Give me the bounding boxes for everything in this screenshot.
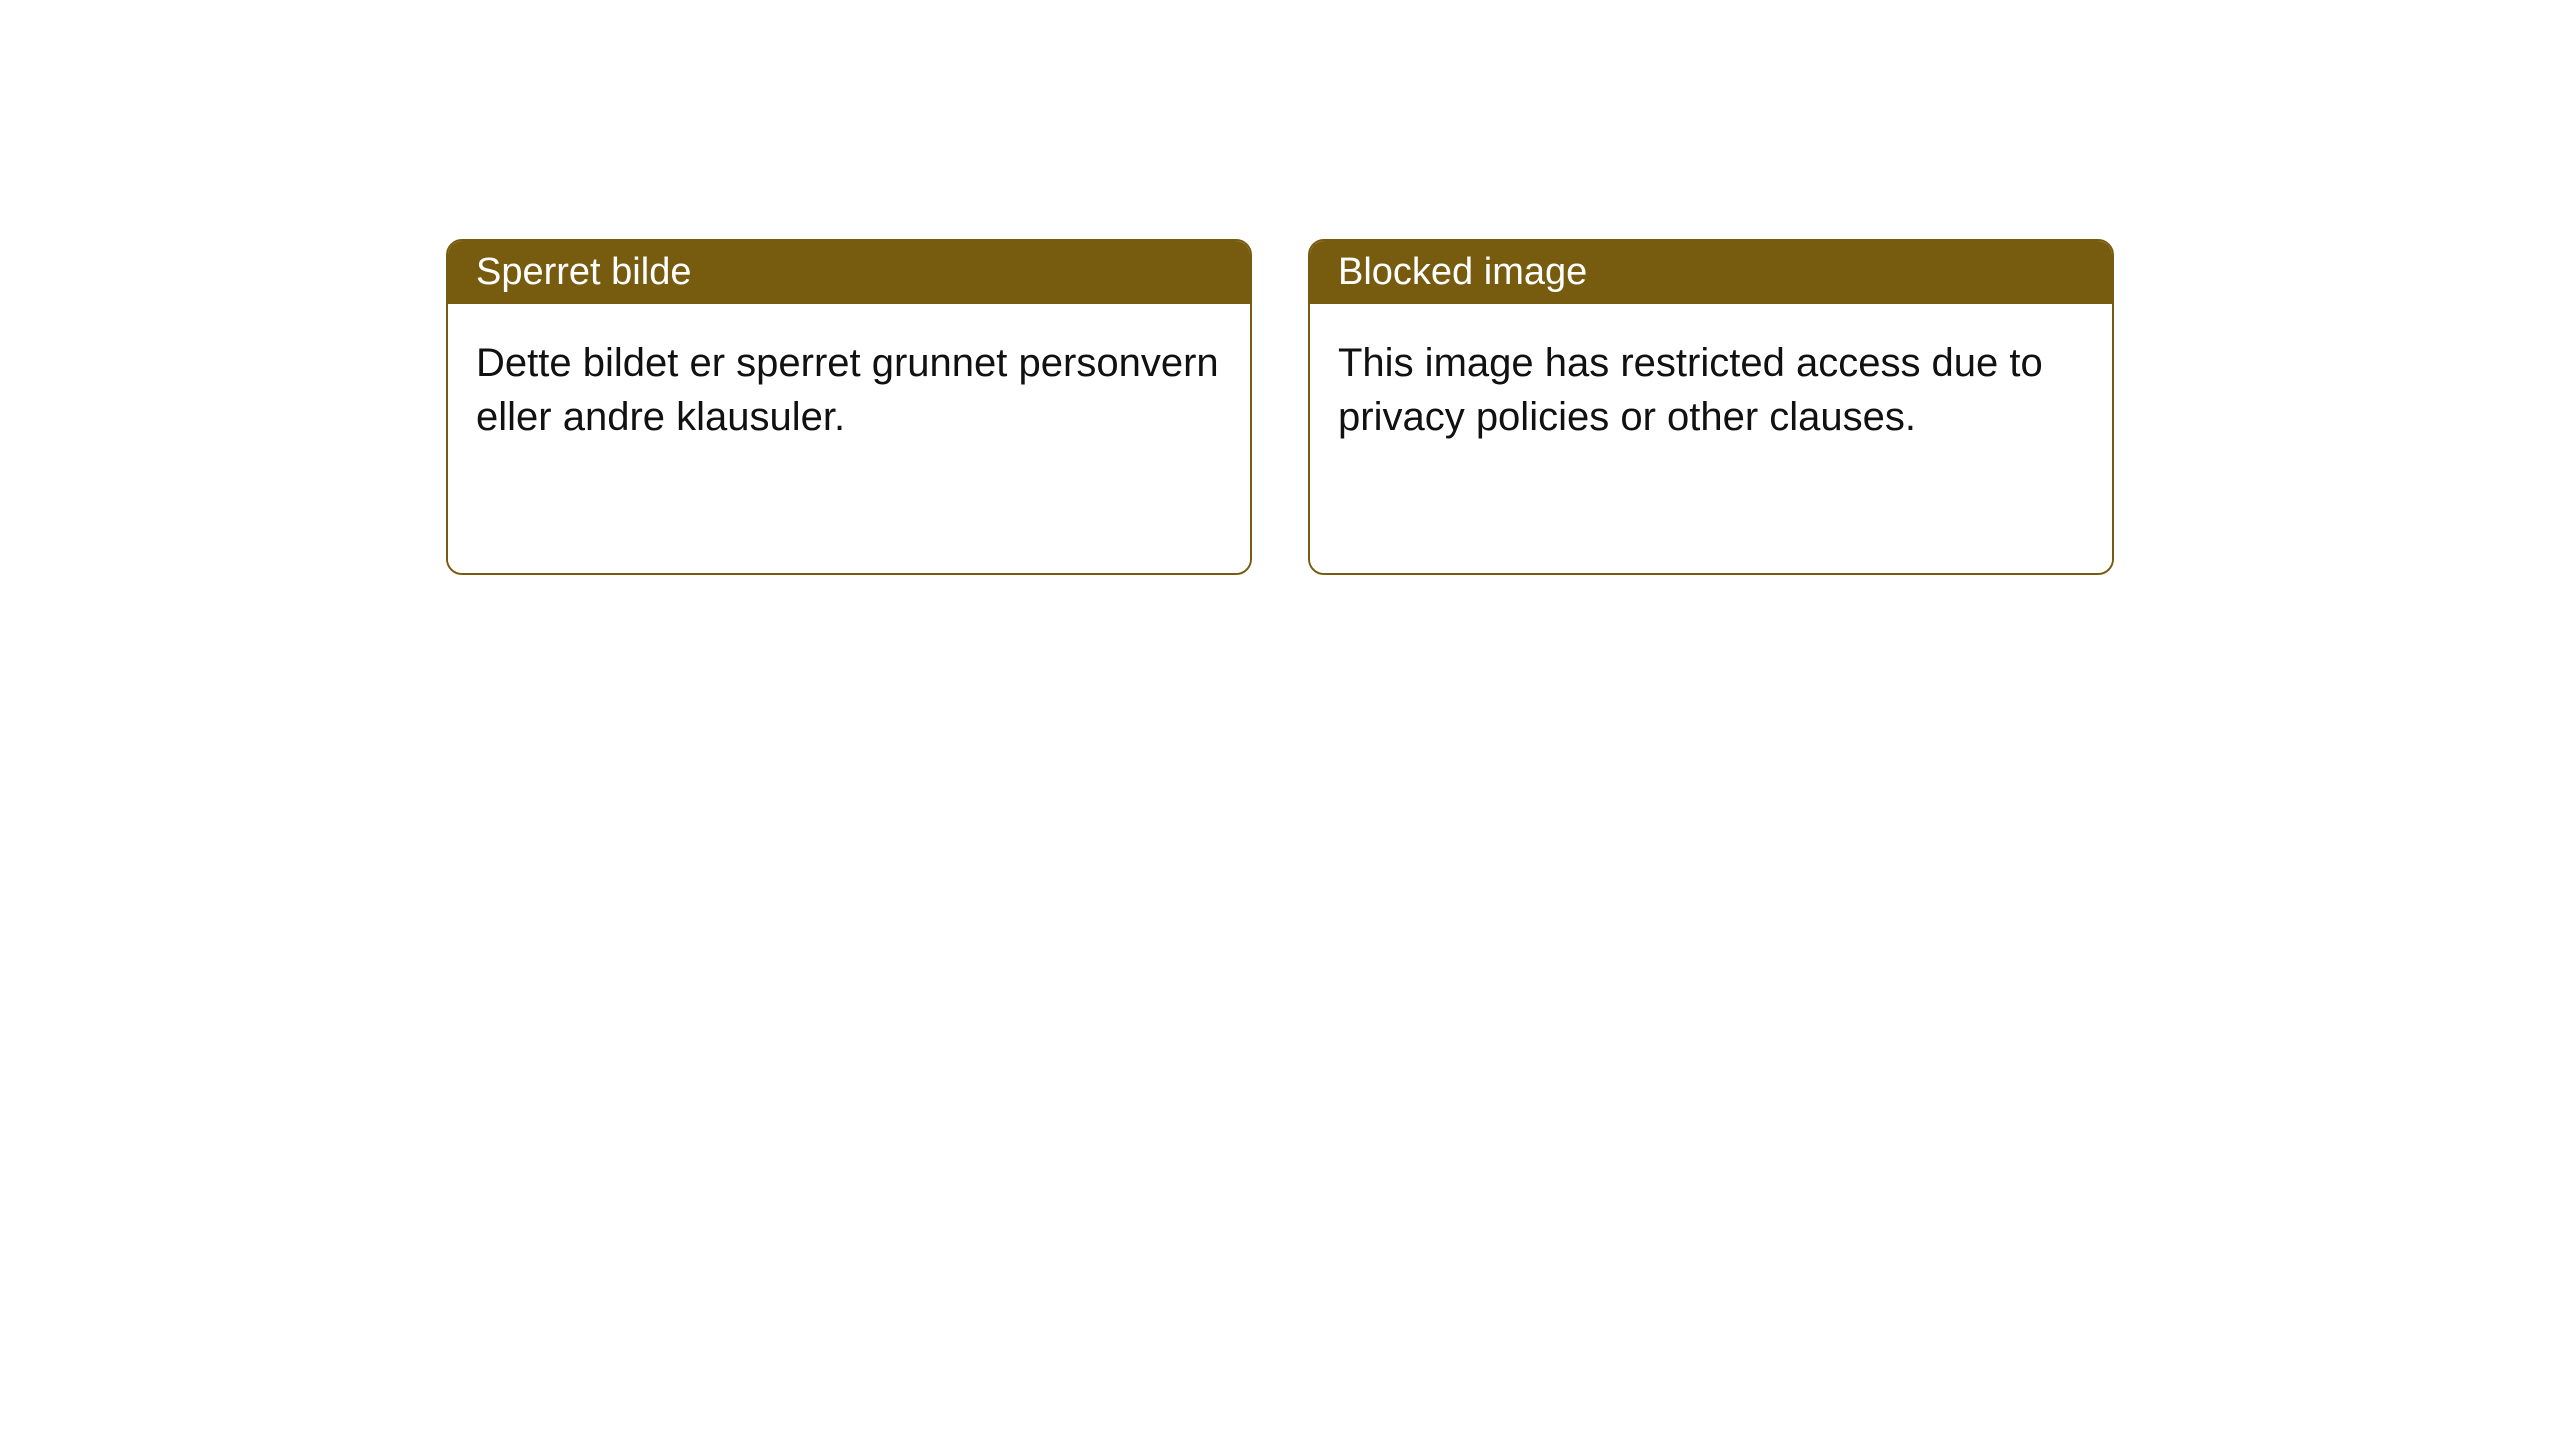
notice-text-en: This image has restricted access due to … xyxy=(1338,341,2043,439)
notice-text-no: Dette bildet er sperret grunnet personve… xyxy=(476,341,1219,439)
notice-box-no: Sperret bilde Dette bildet er sperret gr… xyxy=(446,239,1252,575)
notice-body-no: Dette bildet er sperret grunnet personve… xyxy=(448,304,1250,573)
notice-title-en: Blocked image xyxy=(1338,251,1587,293)
notice-body-en: This image has restricted access due to … xyxy=(1310,304,2112,573)
notice-header-en: Blocked image xyxy=(1310,241,2112,304)
notice-container: Sperret bilde Dette bildet er sperret gr… xyxy=(446,239,2114,575)
notice-header-no: Sperret bilde xyxy=(448,241,1250,304)
notice-box-en: Blocked image This image has restricted … xyxy=(1308,239,2114,575)
notice-title-no: Sperret bilde xyxy=(476,251,691,293)
